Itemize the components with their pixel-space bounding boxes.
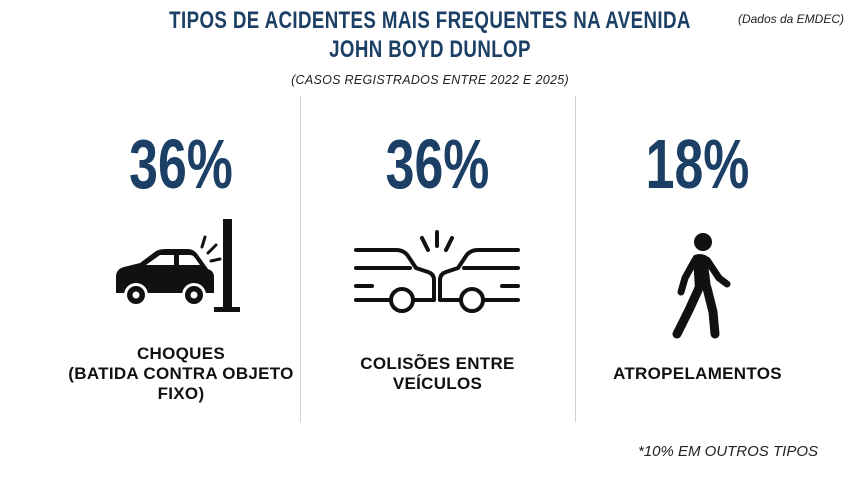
stat-label-line: COLISÕES ENTRE [360,354,515,373]
pedestrian-walking-icon [667,232,731,345]
stat-label-line: CHOQUES [136,344,226,363]
stat-card-atropelamentos: 18% ATROPELAMENTOS [575,0,820,484]
column-divider [575,96,576,422]
stat-percent: 36% [129,125,233,203]
car-crash-into-pole-icon [110,215,246,320]
title-line-2: JOHN BOYD DUNLOP [329,36,531,63]
stat-label-line: FIXO) [157,384,205,403]
stat-label: COLISÕES ENTRE VEÍCULOS [300,354,575,394]
column-divider [300,96,301,422]
stat-percent: 36% [385,125,490,203]
stat-label: ATROPELAMENTOS [575,364,820,384]
stat-label-line: VEÍCULOS [392,374,483,393]
subtitle: (CASOS REGISTRADOS ENTRE 2022 E 2025) [291,73,569,87]
page-title: TIPOS DE ACIDENTES MAIS FREQUENTES NA AV… [95,6,766,64]
stat-label: CHOQUES (BATIDA CONTRA OBJETO FIXO) [36,344,326,404]
stat-card-colisoes: 36% COLISÕES ENTRE VEÍCULOS [300,0,575,484]
source-note: (Dados da EMDEC) [737,12,844,26]
stat-card-choques: 36% CHOQUES (BATIDA CONTRA OBJETO FI [36,0,326,484]
stat-label-line: (BATIDA CONTRA OBJETO [68,364,294,383]
title-line-1: TIPOS DE ACIDENTES MAIS FREQUENTES NA AV… [169,7,691,34]
stat-percent: 18% [645,125,750,203]
footnote: *10% EM OUTROS TIPOS [637,443,818,460]
stat-label-line: ATROPELAMENTOS [613,364,782,383]
two-car-collision-icon [352,228,522,325]
